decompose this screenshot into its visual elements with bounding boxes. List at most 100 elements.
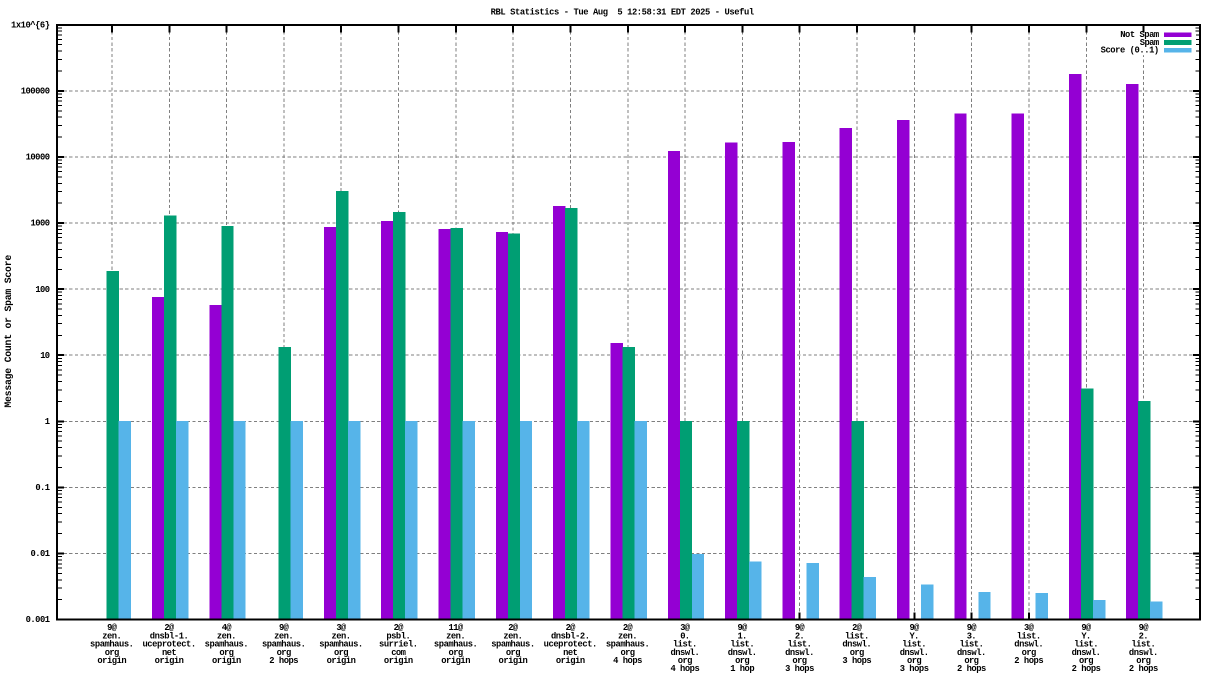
svg-text:origin: origin	[499, 656, 528, 666]
svg-text:10: 10	[40, 351, 50, 361]
svg-text:org: org	[792, 656, 807, 666]
svg-text:3@: 3@	[1024, 623, 1035, 633]
svg-text:Score (0..1): Score (0..1)	[1101, 46, 1160, 56]
svg-text:9@: 9@	[107, 623, 118, 633]
svg-text:list.: list.	[845, 631, 869, 641]
svg-text:list.: list.	[959, 640, 983, 650]
svg-text:1x10^{6}: 1x10^{6}	[11, 20, 50, 30]
svg-text:spamhaus.: spamhaus.	[434, 640, 478, 650]
svg-text:list.: list.	[1074, 640, 1098, 650]
svg-text:1000: 1000	[31, 219, 51, 229]
svg-text:2@: 2@	[852, 623, 863, 633]
svg-text:2@: 2@	[623, 623, 634, 633]
svg-text:org: org	[850, 648, 865, 658]
svg-text:org: org	[277, 648, 292, 658]
svg-text:spamhaus.: spamhaus.	[491, 640, 535, 650]
svg-text:spamhaus.: spamhaus.	[90, 640, 134, 650]
svg-text:9@: 9@	[795, 623, 806, 633]
svg-text:org: org	[1079, 656, 1094, 666]
svg-text:dnswl.: dnswl.	[728, 648, 757, 658]
svg-text:0.1: 0.1	[35, 483, 50, 493]
svg-text:net: net	[162, 648, 177, 658]
svg-text:3.: 3.	[967, 631, 977, 641]
svg-text:list.: list.	[673, 640, 697, 650]
svg-text:dnswl.: dnswl.	[957, 648, 986, 658]
svg-text:4 hops: 4 hops	[613, 656, 642, 666]
svg-text:dnswl.: dnswl.	[900, 648, 929, 658]
svg-text:zen.: zen.	[503, 631, 523, 641]
svg-text:org: org	[907, 656, 922, 666]
svg-text:dnswl.: dnswl.	[1014, 640, 1043, 650]
svg-text:zen.: zen.	[331, 631, 351, 641]
svg-text:Y.: Y.	[1081, 631, 1091, 641]
svg-text:9@: 9@	[738, 623, 749, 633]
svg-text:spamhaus.: spamhaus.	[319, 640, 363, 650]
svg-text:9@: 9@	[1081, 623, 1092, 633]
svg-text:dnswl.: dnswl.	[1072, 648, 1101, 658]
svg-text:0.001: 0.001	[26, 615, 50, 625]
svg-text:list.: list.	[788, 640, 812, 650]
svg-text:100000: 100000	[21, 86, 50, 96]
svg-text:org: org	[678, 656, 693, 666]
svg-text:2.: 2.	[1139, 631, 1149, 641]
svg-text:Message Count or Spam Score: Message Count or Spam Score	[3, 255, 14, 408]
svg-text:list.: list.	[1017, 631, 1041, 641]
svg-text:0.01: 0.01	[31, 549, 51, 559]
svg-text:RBL Statistics - Tue Aug 5 12: RBL Statistics - Tue Aug 5 12:58:31 EDT …	[491, 8, 755, 18]
svg-text:9@: 9@	[909, 623, 920, 633]
svg-text:surriel.: surriel.	[379, 640, 418, 650]
svg-text:spamhaus.: spamhaus.	[606, 640, 650, 650]
svg-text:org: org	[1136, 656, 1151, 666]
svg-text:2 hops: 2 hops	[1014, 656, 1043, 666]
svg-text:9@: 9@	[967, 623, 978, 633]
svg-text:1 hop: 1 hop	[730, 664, 754, 674]
svg-text:1.: 1.	[738, 631, 748, 641]
svg-text:spamhaus.: spamhaus.	[205, 640, 249, 650]
svg-text:4 hops: 4 hops	[670, 664, 699, 674]
svg-text:list.: list.	[730, 640, 754, 650]
svg-text:Not Spam: Not Spam	[1120, 30, 1159, 40]
svg-text:1: 1	[45, 417, 50, 427]
svg-text:dnswl.: dnswl.	[785, 648, 814, 658]
svg-text:dnsbl-1.: dnsbl-1.	[150, 631, 189, 641]
svg-text:Y.: Y.	[909, 631, 919, 641]
svg-text:zen.: zen.	[102, 631, 122, 641]
svg-text:list.: list.	[902, 640, 926, 650]
svg-text:9@: 9@	[1139, 623, 1150, 633]
svg-text:Spam: Spam	[1140, 38, 1160, 48]
svg-text:dnswl.: dnswl.	[670, 648, 699, 658]
svg-text:org: org	[105, 648, 120, 658]
svg-text:zen.: zen.	[446, 631, 466, 641]
svg-text:org: org	[219, 648, 234, 658]
svg-text:2@: 2@	[164, 623, 175, 633]
svg-text:dnswl.: dnswl.	[1129, 648, 1158, 658]
svg-text:3@: 3@	[336, 623, 347, 633]
svg-text:psbl.: psbl.	[386, 631, 410, 641]
svg-text:net: net	[563, 648, 578, 658]
svg-text:uceprotect.: uceprotect.	[142, 640, 196, 650]
svg-text:4@: 4@	[222, 623, 233, 633]
svg-text:2.: 2.	[795, 631, 805, 641]
svg-text:2@: 2@	[508, 623, 519, 633]
svg-text:com: com	[391, 648, 406, 658]
svg-text:org: org	[735, 656, 750, 666]
svg-text:origin: origin	[212, 656, 241, 666]
svg-text:2 hops: 2 hops	[269, 656, 298, 666]
svg-text:3 hops: 3 hops	[900, 664, 929, 674]
svg-text:origin: origin	[441, 656, 470, 666]
svg-text:2@: 2@	[394, 623, 405, 633]
svg-text:3@: 3@	[680, 623, 691, 633]
svg-text:zen.: zen.	[217, 631, 237, 641]
svg-text:9@: 9@	[279, 623, 290, 633]
svg-text:origin: origin	[556, 656, 585, 666]
svg-text:2 hops: 2 hops	[1129, 664, 1158, 674]
svg-text:org: org	[506, 648, 521, 658]
svg-text:dnsbl-2.: dnsbl-2.	[551, 631, 590, 641]
svg-text:org: org	[964, 656, 979, 666]
svg-text:11@: 11@	[449, 623, 464, 633]
svg-text:origin: origin	[327, 656, 356, 666]
svg-text:2 hops: 2 hops	[957, 664, 986, 674]
svg-text:zen.: zen.	[618, 631, 638, 641]
svg-text:org: org	[1022, 648, 1037, 658]
svg-text:3 hops: 3 hops	[842, 656, 871, 666]
